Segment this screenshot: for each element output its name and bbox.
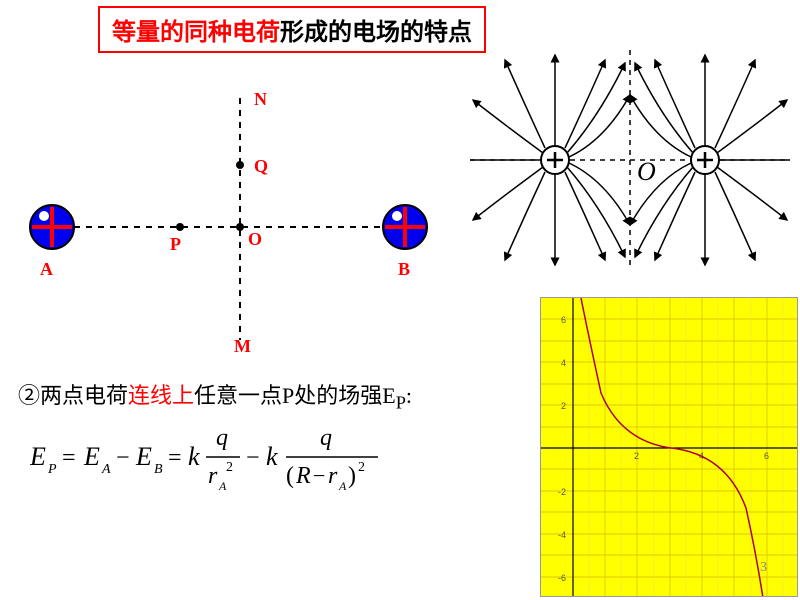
formula-sub: P xyxy=(396,392,406,412)
svg-text:E: E xyxy=(135,442,152,471)
svg-text:r: r xyxy=(328,463,338,489)
svg-text:2: 2 xyxy=(634,451,639,461)
svg-text:M: M xyxy=(234,336,251,356)
svg-text:=: = xyxy=(62,445,76,471)
title-box: 等量的同种电荷形成的电场的特点 xyxy=(98,6,486,53)
svg-text:6: 6 xyxy=(764,451,769,461)
svg-text:q: q xyxy=(320,425,332,451)
svg-text:k: k xyxy=(188,442,200,471)
svg-text:q: q xyxy=(216,425,228,451)
svg-text:A: A xyxy=(218,479,227,493)
svg-text:R: R xyxy=(295,463,311,489)
page-number: 3 xyxy=(760,560,767,576)
svg-text:4: 4 xyxy=(561,358,566,368)
field-strength-graph: 642 -2-4-6 246 xyxy=(540,297,798,597)
svg-text:-4: -4 xyxy=(558,530,566,540)
formula-end: : xyxy=(406,383,412,408)
svg-text:A: A xyxy=(40,259,53,279)
title-red-text: 等量的同种电荷 xyxy=(112,20,280,46)
svg-text:B: B xyxy=(398,259,410,279)
title-black-text: 形成的电场的特点 xyxy=(280,20,472,46)
svg-text:-2: -2 xyxy=(558,487,566,497)
svg-text:Q: Q xyxy=(254,156,268,176)
svg-text:2: 2 xyxy=(226,460,233,475)
formula-equation: E P = E A − E B = k q r A 2 − k q ( R − … xyxy=(30,415,450,505)
formula-red: 连线上 xyxy=(128,383,194,408)
field-lines-diagram: O xyxy=(465,45,795,275)
svg-text:E: E xyxy=(30,442,46,471)
formula-suffix: 任意一点P处的场强E xyxy=(194,383,396,408)
svg-text:r: r xyxy=(208,463,218,489)
formula-prefix: ②两点电荷 xyxy=(18,383,128,408)
svg-text:−: − xyxy=(246,445,260,471)
svg-text:O: O xyxy=(637,157,656,186)
svg-text:P: P xyxy=(170,234,181,254)
svg-text:A: A xyxy=(338,479,347,493)
svg-text:2: 2 xyxy=(561,401,566,411)
svg-text:(: ( xyxy=(286,463,294,489)
svg-text:=: = xyxy=(168,445,182,471)
svg-text:−: − xyxy=(116,445,130,471)
svg-text:): ) xyxy=(348,463,356,489)
svg-text:2: 2 xyxy=(358,460,365,475)
svg-text:N: N xyxy=(254,89,267,109)
svg-text:P: P xyxy=(47,462,57,477)
svg-text:E: E xyxy=(83,442,100,471)
formula-description: ②两点电荷连线上任意一点P处的场强EP: xyxy=(18,378,412,413)
svg-text:A: A xyxy=(101,462,111,477)
svg-text:B: B xyxy=(154,462,163,477)
svg-text:-6: -6 xyxy=(558,573,566,583)
svg-text:O: O xyxy=(248,229,262,249)
svg-text:6: 6 xyxy=(561,315,566,325)
svg-text:k: k xyxy=(266,442,278,471)
two-charges-diagram: A B P O Q N M xyxy=(10,50,450,360)
svg-text:−: − xyxy=(313,463,325,488)
